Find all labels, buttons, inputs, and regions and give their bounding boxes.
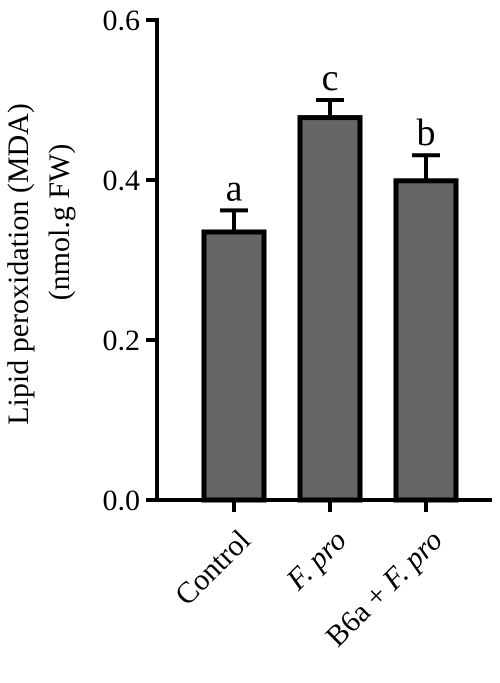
significance-letter: c (322, 57, 339, 99)
x-tick-label-part: F. pro (279, 524, 353, 598)
significance-letter: b (417, 112, 436, 154)
significance-letter: a (226, 167, 243, 209)
y-ticks: 0.0 0.2 0.4 0.6 (103, 4, 157, 517)
bars: a c b (201, 57, 459, 503)
bar (201, 229, 267, 503)
x-tick-label: F. pro (279, 524, 353, 598)
y-axis-title-line2: (nmol.g FW) (43, 144, 76, 301)
y-tick-label: 0.2 (103, 324, 141, 357)
y-tick-label: 0.4 (103, 164, 141, 197)
bar (297, 115, 363, 503)
y-axis-title-line1: Lipid peroxidation (MDA) (2, 103, 35, 425)
x-tick-label-part: Control (169, 524, 257, 612)
x-tick-label: Control (169, 524, 257, 612)
bar (393, 178, 459, 503)
y-tick-label: 0.6 (103, 4, 141, 37)
y-tick-label: 0.0 (103, 484, 141, 517)
